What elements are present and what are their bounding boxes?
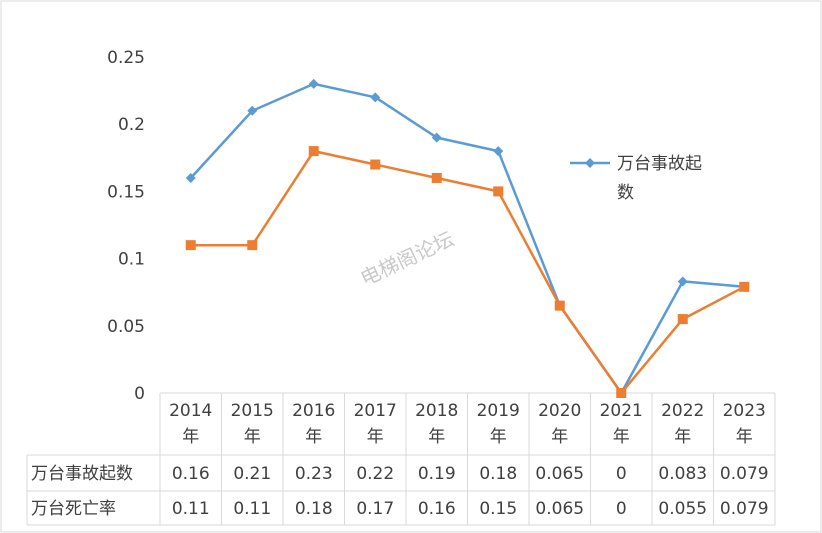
y-axis: 0 0.05 0.1 0.15 0.2 0.25 [107,48,145,404]
y-tick-label: 0.15 [107,182,145,202]
table-cell: 0.079 [720,499,769,519]
x-tick-label: 2021 年 [600,401,643,447]
table-cell: 0.23 [295,464,333,484]
table-cell: 0.15 [479,499,517,519]
legend: 万台事故起数 [570,154,702,203]
x-tick-label: 2018 年 [415,401,458,447]
data-point-diamond [370,92,381,103]
data-point-diamond [185,172,196,183]
x-tick-label: 2016 年 [292,401,335,447]
table-row-header: 万台死亡率 [31,499,116,519]
table-cell: 0.11 [233,499,271,519]
x-tick-label: 2023 年 [723,401,766,447]
table-cell: 0.055 [658,499,707,519]
table-cell: 0.17 [356,499,394,519]
data-point-square [677,314,688,325]
data-table: 2014 年 2015 年 2016 年 2017 年 2018 年 2019 年 2020 年 2021 年… [26,392,776,526]
table-cell: 0.079 [720,464,769,484]
table-cell: 0.18 [479,464,517,484]
series-line [189,82,745,395]
x-tick-label: 2020 年 [538,401,581,447]
data-point-square [247,240,258,251]
data-point-square [739,281,750,292]
data-point-diamond [247,105,258,116]
table-cell: 0 [616,499,627,519]
table-cell: 0 [616,464,627,484]
y-tick-label: 0.1 [118,250,145,270]
data-point-square [370,159,381,170]
y-tick-label: 0.05 [107,317,145,337]
x-tick-label: 2015 年 [231,401,274,447]
legend-label: 数 [617,183,634,203]
x-tick-label: 2022 年 [661,401,704,447]
table-cell: 0.065 [535,464,584,484]
y-tick-label: 0.25 [107,48,145,68]
x-tick-label: 2017 年 [354,401,397,447]
data-point-square [493,186,504,197]
table-cell: 0.11 [172,499,210,519]
table-cell: 0.083 [658,464,707,484]
x-tick-label: 2014 年 [169,401,212,447]
legend-label: 万台事故起 [617,154,702,174]
table-cell: 0.16 [172,464,210,484]
table-cell: 0.065 [535,499,584,519]
table-cell: 0.21 [233,464,271,484]
data-point-square [616,388,627,398]
data-point-square [554,300,565,311]
data-point-square [431,172,442,183]
data-point-diamond [431,132,442,143]
data-point-diamond [493,146,504,157]
y-tick-label: 0.2 [118,115,145,135]
data-point-square [185,240,196,251]
table-cell: 0.16 [418,499,456,519]
series-line [190,149,745,395]
data-point-square [308,146,319,157]
data-point-diamond [308,78,319,89]
table-cell: 0.18 [295,499,333,519]
legend-marker [585,158,595,168]
x-tick-label: 2019 年 [477,401,520,447]
table-cell: 0.22 [356,464,394,484]
data-point-diamond [677,276,688,287]
table-cell: 0.19 [418,464,456,484]
table-row-header: 万台事故起数 [31,464,133,484]
y-tick-label: 0 [134,384,145,404]
series-layer [185,78,750,398]
